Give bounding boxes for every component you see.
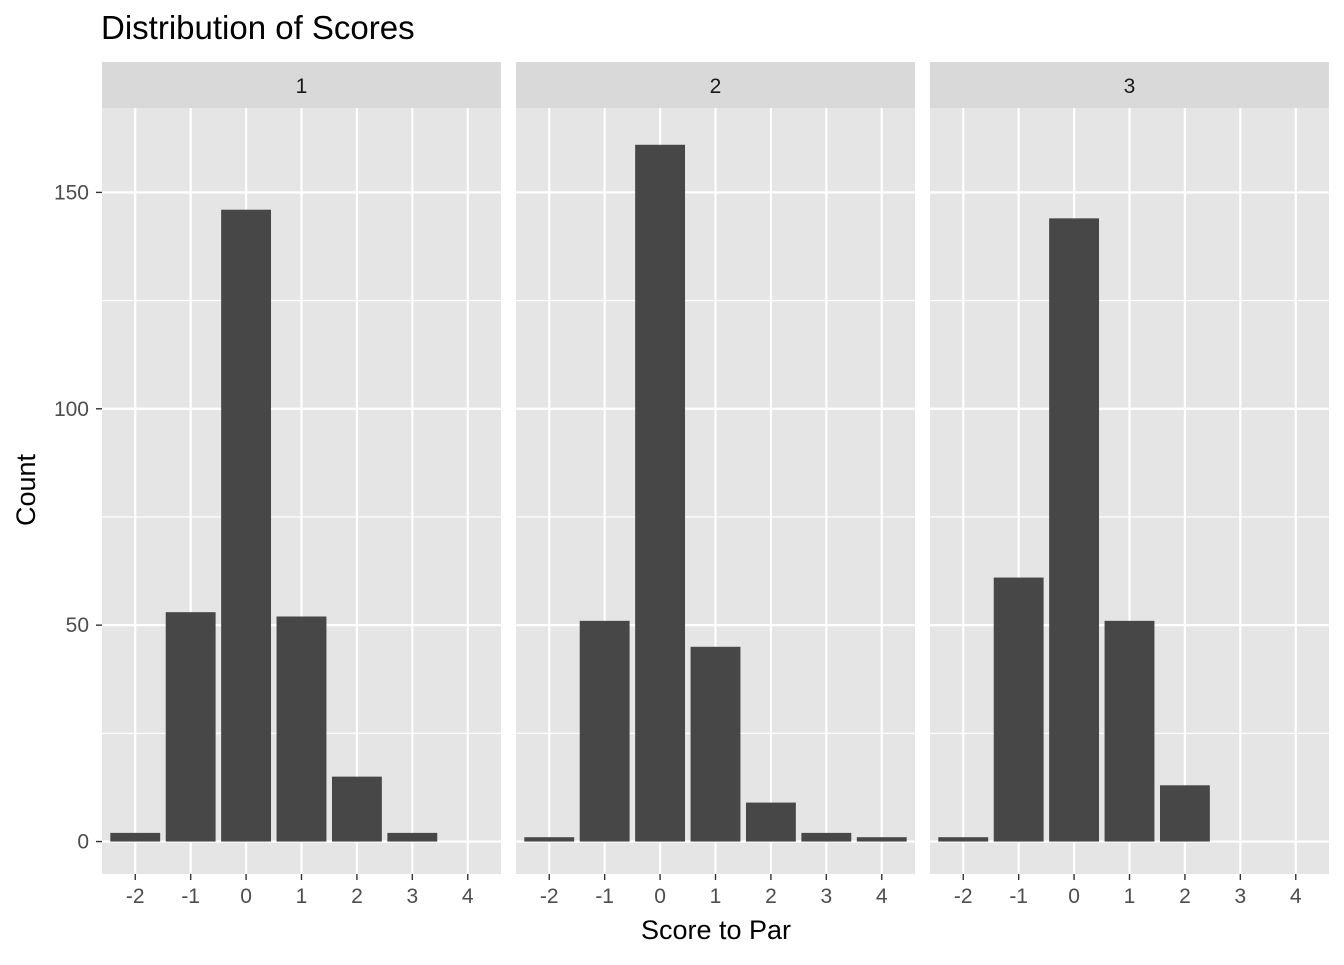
x-tick-label: 2 — [351, 885, 363, 908]
chart-title: Distribution of Scores — [101, 9, 415, 46]
x-tick-label: -1 — [1009, 885, 1028, 908]
x-axis-title: Score to Par — [641, 915, 791, 945]
x-tick-label: 1 — [710, 885, 722, 908]
bar — [856, 837, 907, 842]
x-tick-label: -2 — [540, 885, 559, 908]
facet-panels: 1 -2 -1 0 1 2 3 4 2 -2 -1 0 1 2 3 4 3 -2 -1 0 1 2 3 4 — [102, 62, 1329, 908]
bar — [1049, 218, 1100, 842]
y-tick-label: 100 — [54, 398, 89, 421]
y-axis-title: Count — [11, 453, 41, 526]
bar — [938, 837, 989, 842]
x-tick-label: 4 — [876, 885, 888, 908]
bar — [579, 620, 630, 842]
bar — [1104, 620, 1155, 842]
x-tick-label: -1 — [595, 885, 614, 908]
bar — [1159, 785, 1210, 842]
bar — [801, 832, 852, 842]
x-tick-label: -2 — [126, 885, 145, 908]
bar — [221, 209, 272, 842]
x-tick-label: 0 — [240, 885, 252, 908]
facet-strip-label: 2 — [710, 75, 722, 98]
y-tick-label: 0 — [77, 831, 89, 854]
bar — [165, 612, 216, 842]
x-tick-label: 4 — [1290, 885, 1302, 908]
bar — [745, 802, 796, 842]
bar — [690, 646, 741, 842]
y-axis: 0 50 100 150 — [54, 181, 102, 854]
bar — [110, 832, 161, 842]
bar — [524, 837, 575, 842]
x-tick-label: 3 — [820, 885, 832, 908]
x-tick-label: 0 — [1068, 885, 1080, 908]
x-tick-label: 1 — [296, 885, 308, 908]
x-tick-label: 0 — [654, 885, 666, 908]
facet-strip-label: 1 — [296, 75, 308, 98]
x-tick-label: 1 — [1124, 885, 1136, 908]
facet-strip — [102, 62, 501, 108]
x-tick-label: 3 — [406, 885, 418, 908]
y-tick-label: 150 — [54, 181, 89, 204]
x-tick-label: 3 — [1234, 885, 1246, 908]
x-tick-label: 2 — [1179, 885, 1191, 908]
facet-panel-3: 3 -2 -1 0 1 2 3 4 — [930, 62, 1329, 908]
bar — [387, 832, 438, 842]
bar — [993, 577, 1044, 842]
x-tick-label: 4 — [462, 885, 474, 908]
facet-panel-2: 2 -2 -1 0 1 2 3 4 — [516, 62, 915, 908]
bar — [331, 776, 382, 842]
facet-panel-1: 1 -2 -1 0 1 2 3 4 — [102, 62, 501, 908]
facet-strip — [930, 62, 1329, 108]
y-tick-label: 50 — [66, 614, 89, 637]
bar — [635, 144, 686, 842]
x-tick-label: 2 — [765, 885, 777, 908]
x-tick-label: -2 — [954, 885, 973, 908]
x-tick-label: -1 — [181, 885, 200, 908]
bar — [276, 616, 327, 842]
facet-strip-label: 3 — [1124, 75, 1136, 98]
facet-strip — [516, 62, 915, 108]
